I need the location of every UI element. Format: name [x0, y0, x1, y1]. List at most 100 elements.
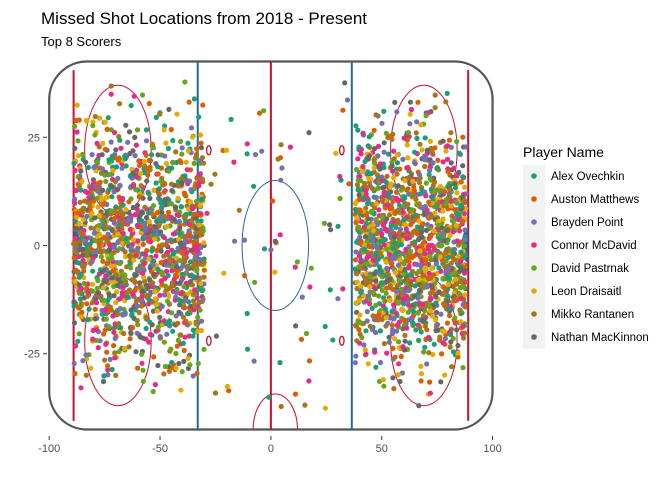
shot-point — [95, 278, 101, 284]
shot-point — [449, 198, 455, 204]
shot-point — [99, 269, 105, 275]
shot-point — [359, 169, 365, 175]
shot-point — [244, 151, 250, 157]
shot-point — [372, 271, 378, 277]
shot-point — [135, 322, 141, 328]
shot-point — [409, 319, 416, 326]
shot-point — [440, 159, 446, 165]
shot-point — [132, 279, 138, 285]
shot-point — [363, 261, 369, 267]
shot-point — [420, 313, 427, 319]
shot-point — [450, 349, 457, 355]
shot-point — [120, 284, 126, 290]
shot-point — [384, 246, 390, 252]
shot-point — [101, 297, 107, 303]
shot-point — [155, 217, 161, 224]
shot-point — [458, 278, 464, 284]
shot-point — [231, 159, 237, 165]
shot-point — [401, 194, 408, 200]
shot-point — [375, 143, 382, 149]
shot-point — [143, 127, 150, 133]
shot-point — [157, 334, 163, 340]
shot-point — [357, 312, 363, 318]
shot-point — [438, 243, 444, 249]
shot-point — [337, 173, 343, 180]
shot-point — [414, 230, 420, 237]
shot-point — [128, 330, 134, 336]
shot-point — [400, 307, 406, 313]
shot-point — [261, 108, 267, 114]
shot-point — [340, 107, 346, 113]
shot-point — [84, 190, 90, 196]
shot-point — [162, 123, 168, 129]
shot-point — [406, 288, 412, 294]
shot-point — [107, 242, 113, 248]
shot-point — [187, 362, 193, 368]
shot-point — [100, 285, 107, 291]
shot-point — [165, 209, 172, 215]
shot-point — [213, 333, 219, 339]
shot-point — [385, 202, 391, 208]
shot-point — [428, 213, 434, 219]
shot-point — [168, 181, 175, 187]
shot-point — [404, 165, 410, 171]
shot-point — [212, 390, 219, 396]
shot-point — [440, 208, 446, 214]
shot-point — [182, 334, 188, 340]
shot-point — [112, 335, 118, 341]
shot-point — [423, 113, 429, 119]
shot-point — [404, 142, 410, 148]
shot-point — [94, 140, 100, 146]
shot-point — [393, 328, 400, 334]
shot-point — [91, 198, 97, 204]
shot-point — [151, 187, 157, 193]
shot-point — [181, 347, 187, 354]
shot-point — [152, 224, 158, 230]
shot-point — [445, 183, 451, 190]
shot-point — [381, 341, 387, 347]
shot-point — [453, 199, 459, 205]
shot-point — [373, 201, 380, 207]
shot-point — [92, 237, 98, 243]
shot-point — [172, 272, 179, 278]
shot-point — [154, 247, 160, 254]
shot-point — [454, 238, 460, 244]
shot-point — [162, 197, 168, 203]
shot-point — [442, 372, 448, 378]
shot-point — [194, 243, 200, 249]
shot-point — [372, 349, 378, 355]
shot-point — [181, 254, 188, 261]
shot-point — [373, 364, 379, 370]
shot-point — [448, 203, 454, 209]
shot-point — [344, 97, 351, 103]
shot-point — [370, 289, 376, 295]
shot-point — [353, 219, 359, 226]
shot-point — [192, 155, 199, 161]
shot-point — [407, 111, 413, 117]
shot-point — [164, 262, 170, 268]
shot-point — [386, 334, 392, 340]
shot-point — [130, 237, 137, 243]
shot-point — [181, 215, 187, 221]
shot-point — [355, 177, 361, 183]
x-axis: -100 -50 0 50 100 — [38, 436, 502, 455]
shot-point — [367, 176, 374, 182]
shot-point — [421, 349, 427, 355]
shot-point — [145, 285, 151, 291]
shot-point — [427, 304, 433, 310]
shot-point — [193, 247, 199, 253]
shot-point — [72, 278, 78, 284]
shot-point — [84, 118, 90, 124]
shot-point — [416, 236, 422, 242]
shot-point — [367, 243, 373, 249]
shot-point — [166, 318, 173, 324]
shot-point — [393, 310, 399, 316]
shot-point — [359, 219, 365, 225]
shot-point — [437, 254, 443, 260]
shot-point — [374, 245, 380, 251]
shot-point — [143, 325, 149, 332]
shot-point — [99, 166, 105, 172]
shot-point — [153, 180, 159, 186]
shot-point — [185, 140, 191, 146]
shot-point — [109, 153, 115, 159]
